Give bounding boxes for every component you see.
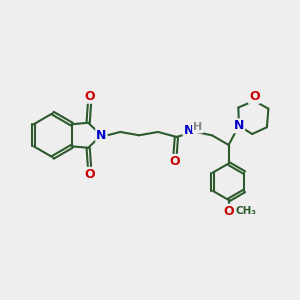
Text: O: O (169, 155, 180, 168)
Text: O: O (223, 205, 234, 218)
Text: N: N (234, 119, 244, 132)
Text: CH₃: CH₃ (235, 206, 256, 216)
Text: O: O (249, 90, 260, 103)
Text: O: O (84, 90, 95, 103)
Text: H: H (193, 122, 202, 133)
Text: N: N (96, 129, 106, 142)
Text: O: O (84, 168, 95, 181)
Text: N: N (184, 124, 194, 137)
